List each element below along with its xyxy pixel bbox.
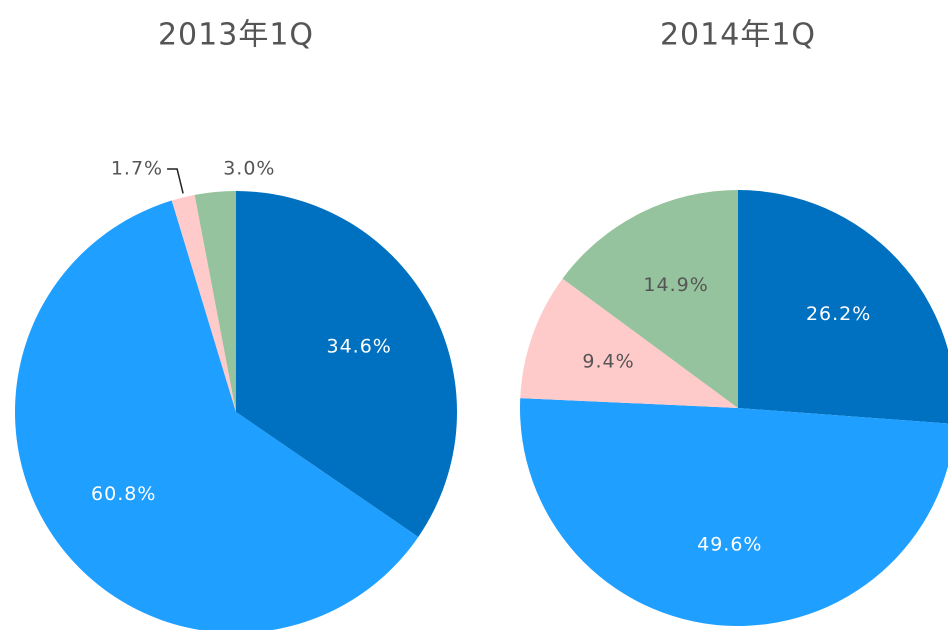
leader-line bbox=[167, 168, 184, 194]
pie-slice bbox=[236, 191, 458, 537]
chart-title: 2013年1Q bbox=[158, 18, 314, 53]
pie-slice bbox=[562, 190, 738, 408]
data-label: 60.8% bbox=[91, 483, 156, 505]
data-label: 26.2% bbox=[806, 303, 871, 325]
pie-slice bbox=[738, 190, 948, 424]
data-label: 14.9% bbox=[643, 274, 708, 296]
data-label: 34.6% bbox=[327, 336, 392, 358]
data-label: 49.6% bbox=[697, 534, 762, 556]
chart-title: 2014年1Q bbox=[660, 18, 816, 53]
pie-slice bbox=[171, 194, 236, 412]
pie-slice bbox=[194, 191, 236, 412]
data-label: 1.7% bbox=[111, 158, 163, 180]
data-label: 3.0% bbox=[223, 158, 275, 180]
pie-slice bbox=[15, 200, 419, 630]
pie-slice bbox=[520, 398, 948, 626]
pie-slice bbox=[520, 278, 738, 408]
data-label: 9.4% bbox=[582, 351, 634, 373]
